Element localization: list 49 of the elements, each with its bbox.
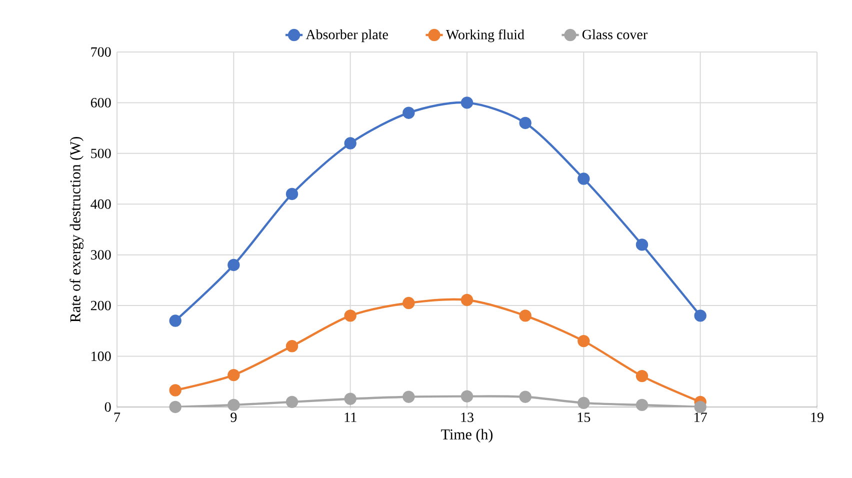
point (460, 294, 474, 306)
x-tick-label: 7 (114, 412, 120, 422)
point (519, 116, 532, 130)
x-tick-label: 9 (230, 412, 237, 422)
point (169, 400, 182, 414)
legend-label: Working fluid (446, 29, 524, 42)
x-tick-label: 11 (344, 412, 356, 422)
x-tick-label: 15 (578, 412, 590, 422)
point (460, 96, 474, 109)
y-tick-label: 500 (91, 148, 111, 158)
x-tick-label: 13 (461, 412, 474, 422)
point (402, 390, 415, 403)
point (636, 238, 648, 251)
x-tick-label: 19 (811, 412, 824, 422)
x-tick-label: 17 (694, 412, 707, 422)
point (344, 310, 356, 322)
point (578, 334, 590, 348)
point (578, 396, 590, 410)
y-tick-label: 600 (90, 98, 111, 108)
point (286, 396, 298, 408)
legend-label: Glass cover (582, 29, 648, 40)
y-tick-label: 100 (92, 352, 111, 361)
y-tick-label: 200 (90, 300, 111, 310)
point (286, 340, 298, 352)
point (402, 106, 415, 119)
point (636, 398, 648, 412)
point (519, 310, 532, 322)
legend-label: Absorber plate (306, 29, 388, 42)
point (169, 384, 182, 396)
point (460, 390, 474, 402)
y-tick-label: 0 (104, 402, 111, 412)
point (694, 310, 706, 322)
point (519, 390, 532, 403)
y-axis-title: Rate of exergy destruction (W) (70, 136, 84, 322)
point (694, 400, 706, 414)
point (169, 314, 182, 327)
point (344, 392, 356, 405)
point (578, 172, 590, 185)
point (228, 368, 240, 382)
point (636, 370, 648, 382)
point (228, 398, 240, 412)
point (344, 137, 356, 150)
y-tick-label: 400 (90, 199, 111, 209)
point (286, 188, 298, 200)
y-tick-label: 300 (91, 250, 111, 260)
y-tick-label: 700 (91, 47, 111, 57)
x-axis-title: Time (h) (441, 428, 493, 443)
point (402, 296, 415, 310)
point (228, 258, 240, 272)
